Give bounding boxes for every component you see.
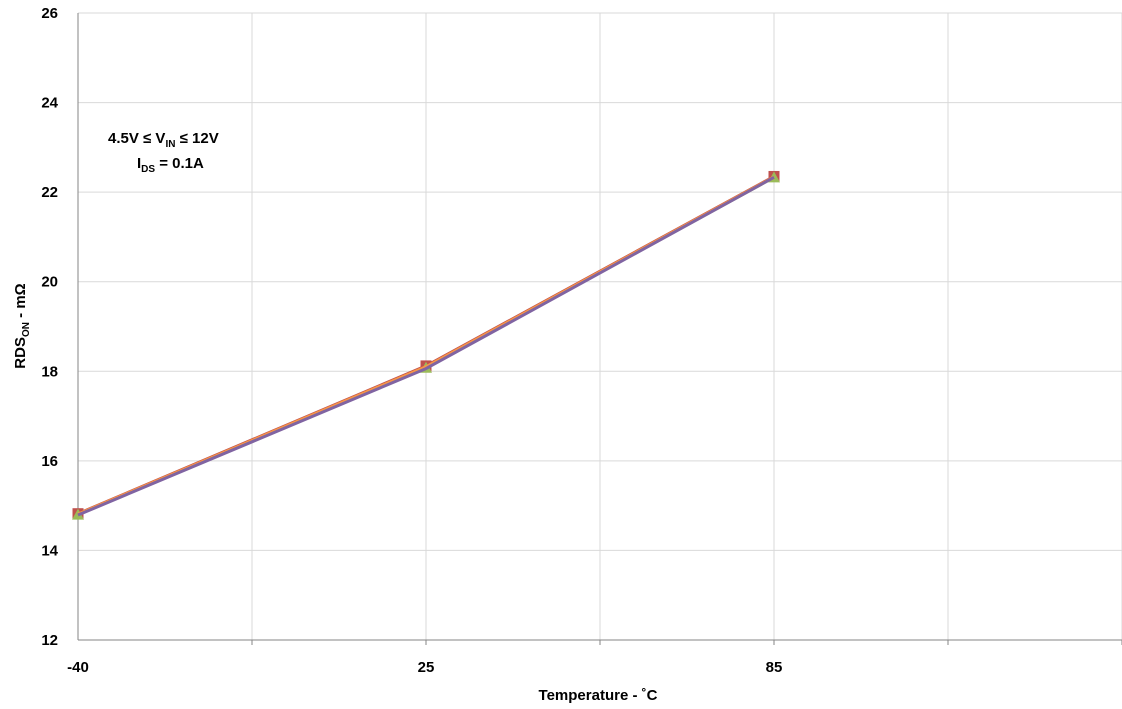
y-axis-label: RDSON - mΩ	[12, 283, 32, 368]
annotation-line1-sub: IN	[165, 139, 175, 150]
series-line	[77, 176, 775, 517]
y-axis-label-main: RDS	[12, 337, 29, 369]
x-tick-labels: -40 25 85	[67, 659, 782, 676]
y-tick-label: 26	[41, 5, 58, 22]
grid	[78, 12, 1122, 641]
x-tick-label: 25	[418, 659, 435, 676]
x-tick-label: 85	[766, 659, 783, 676]
y-tick-label: 18	[41, 363, 58, 380]
y-tick-label: 12	[41, 632, 58, 649]
annotation-line2-a: I	[137, 155, 141, 172]
axes	[77, 13, 1122, 645]
annotation-line1: 4.5V ≤ VIN ≤ 12V	[108, 130, 219, 150]
x-axis-label: Temperature - ˚C	[539, 687, 658, 704]
y-tick-label: 24	[41, 95, 58, 112]
x-tick-label: -40	[67, 659, 89, 676]
y-tick-labels: 12 14 16 18 20 22 24 26	[41, 5, 58, 649]
y-tick-label: 20	[41, 274, 58, 291]
series-group	[72, 170, 780, 520]
y-axis-label-rest: - mΩ	[12, 283, 29, 322]
y-axis-label-sub: ON	[21, 322, 32, 337]
y-tick-label: 16	[41, 453, 58, 470]
y-tick-label: 14	[41, 542, 58, 559]
annotation-line2-sub: DS	[141, 164, 155, 175]
annotation-line1-b: ≤ 12V	[175, 130, 218, 147]
y-tick-label: 22	[41, 184, 58, 201]
annotation-line1-a: 4.5V ≤ V	[108, 130, 165, 147]
annotation-line2-b: = 0.1A	[155, 155, 204, 172]
annotation-line2: IDS = 0.1A	[137, 155, 204, 175]
